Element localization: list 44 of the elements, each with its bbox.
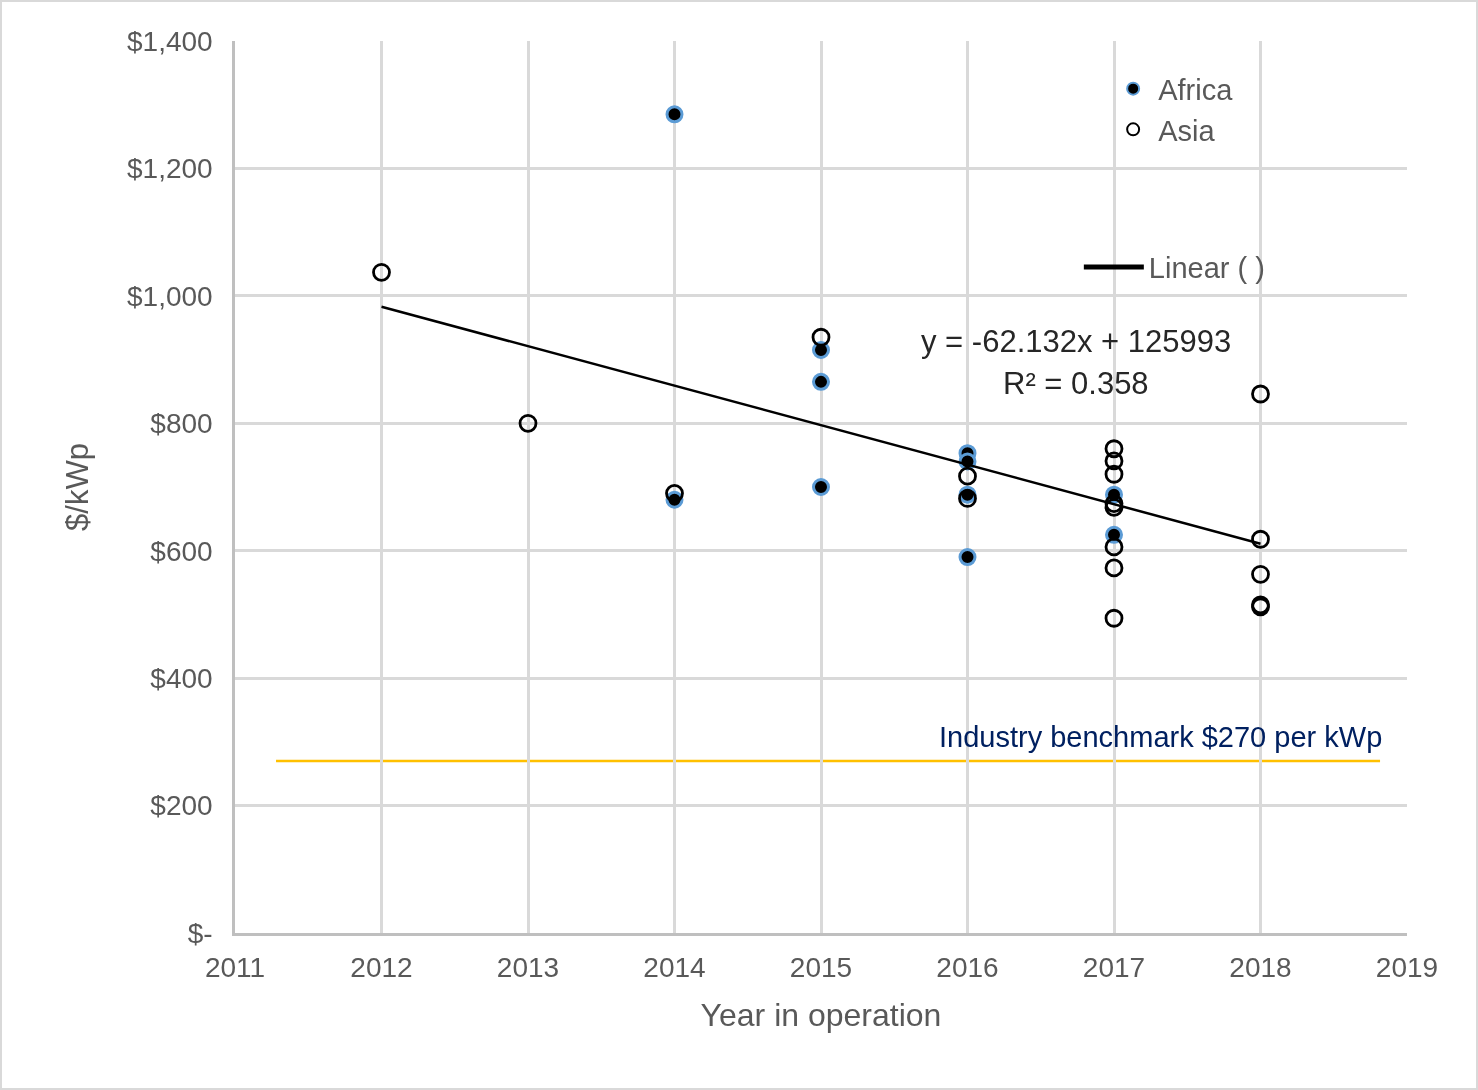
- y-tick-label: $200: [150, 790, 213, 822]
- point: [958, 466, 977, 486]
- y-tick-label: $-: [187, 917, 213, 949]
- point: [1251, 529, 1270, 549]
- x-tick-label: 2012: [350, 952, 413, 984]
- point: [665, 483, 684, 503]
- point: [1104, 464, 1124, 484]
- point: [1104, 558, 1124, 578]
- point: [958, 548, 977, 567]
- point: [812, 478, 830, 496]
- y-tick-label: $800: [150, 408, 213, 440]
- x-tick-label: 2016: [936, 952, 999, 984]
- point: [812, 372, 830, 391]
- point: [958, 489, 977, 508]
- y-tick-label: $1,000: [127, 280, 213, 312]
- x-tick-label: 2013: [496, 952, 560, 984]
- annotation: R² = 0.358: [1003, 366, 1149, 401]
- point: [811, 327, 831, 347]
- x-tick-label: 2011: [204, 952, 266, 984]
- point: [1104, 439, 1124, 459]
- point: [1104, 451, 1124, 471]
- ref-line-label: Industry benchmark $270 per kWp: [939, 721, 1383, 753]
- point: [665, 105, 684, 124]
- point: [518, 413, 538, 433]
- x-tick-label: 2017: [1082, 952, 1146, 984]
- y-tick-label: $1,400: [127, 25, 213, 57]
- point: [372, 262, 391, 282]
- y-axis-title: $/kWp: [59, 443, 95, 531]
- x-axis-title: Year in operation: [700, 997, 942, 1034]
- x-tick-label: 2018: [1229, 952, 1292, 984]
- legend-label: Linear ( ): [1148, 252, 1265, 285]
- legend-label: Africa: [1158, 73, 1234, 106]
- x-tick-label: 2019: [1375, 952, 1439, 984]
- legend-label: Asia: [1158, 114, 1216, 147]
- annotation: y = -62.132x + 125993: [921, 324, 1232, 359]
- point: [1104, 537, 1124, 557]
- y-tick-label: $400: [150, 662, 213, 694]
- point: [1104, 608, 1124, 628]
- y-tick-label: $1,200: [127, 153, 213, 185]
- x-tick-label: 2014: [643, 952, 706, 984]
- point: [1251, 384, 1270, 404]
- x-tick-label: 2015: [789, 952, 853, 984]
- point: [1251, 564, 1270, 584]
- y-tick-label: $600: [150, 535, 213, 567]
